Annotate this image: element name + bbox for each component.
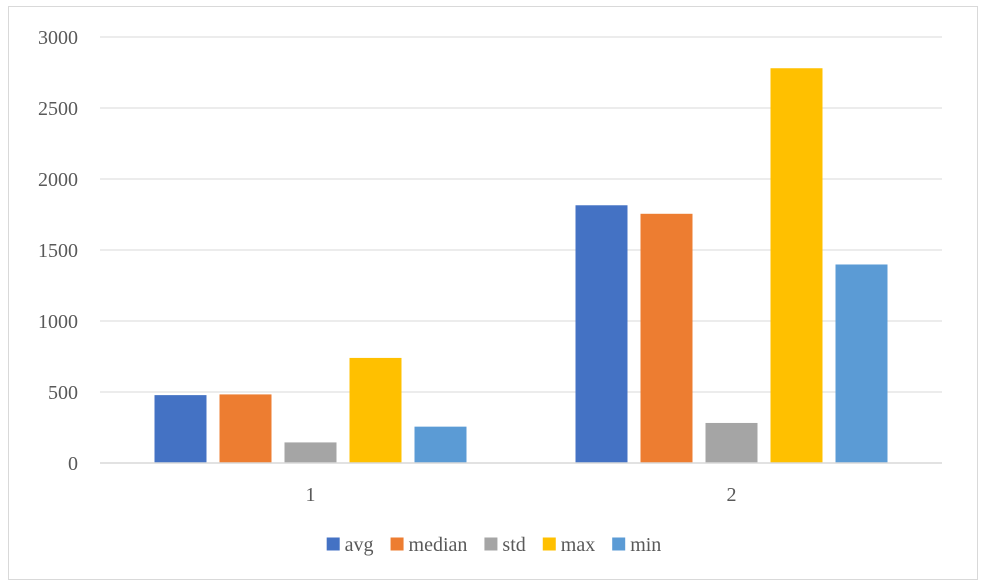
legend-label-std: std	[502, 534, 525, 556]
legend-item-std: std	[484, 534, 526, 556]
bar-median-1	[219, 394, 272, 463]
x-tick-label: 1	[306, 484, 316, 506]
bar-max-1	[349, 357, 402, 463]
legend-swatch-std	[484, 537, 498, 551]
bar-avg-1	[154, 395, 207, 463]
legend-swatch-avg	[326, 537, 340, 551]
legend-swatch-median	[390, 537, 404, 551]
legend-item-min: min	[612, 534, 661, 556]
bars	[154, 68, 888, 464]
bar-median-2	[640, 213, 693, 463]
legend-label-median: median	[409, 534, 468, 556]
legend-item-max: max	[542, 534, 595, 556]
legend-item-avg: avg	[326, 534, 374, 556]
bar-std-1	[284, 442, 337, 463]
legend-item-median: median	[390, 534, 468, 556]
legend-swatch-max	[542, 537, 556, 551]
bar-avg-2	[575, 205, 628, 463]
legend-label-max: max	[561, 534, 595, 556]
y-tick-label: 2000	[38, 169, 78, 191]
y-tick-label: 3000	[38, 27, 78, 49]
legend-swatch-min	[612, 537, 626, 551]
x-tick-label: 2	[727, 484, 737, 506]
bar-std-2	[705, 422, 758, 463]
bar-min-1	[414, 426, 467, 463]
y-tick-label: 1000	[38, 311, 78, 333]
y-tick-label: 500	[48, 382, 78, 404]
bar-min-2	[835, 264, 888, 463]
legend-label-min: min	[630, 534, 661, 556]
bar-max-2	[770, 68, 823, 464]
y-tick-label: 2500	[38, 98, 78, 120]
legend-label-avg: avg	[345, 534, 374, 556]
y-tick-label: 1500	[38, 240, 78, 262]
y-tick-label: 0	[68, 453, 78, 475]
legend: avg median std max min	[326, 534, 661, 556]
axes: 0 500 1000 1500 2000 2500 3000 1 2	[38, 27, 942, 506]
